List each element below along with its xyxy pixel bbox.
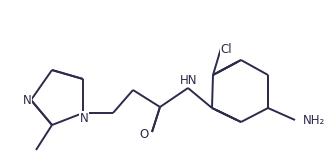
Text: HN: HN bbox=[180, 74, 198, 86]
Text: N: N bbox=[80, 112, 88, 124]
Text: Cl: Cl bbox=[220, 42, 232, 55]
Text: N: N bbox=[23, 93, 31, 107]
Text: NH₂: NH₂ bbox=[303, 114, 325, 126]
Text: O: O bbox=[139, 127, 149, 140]
